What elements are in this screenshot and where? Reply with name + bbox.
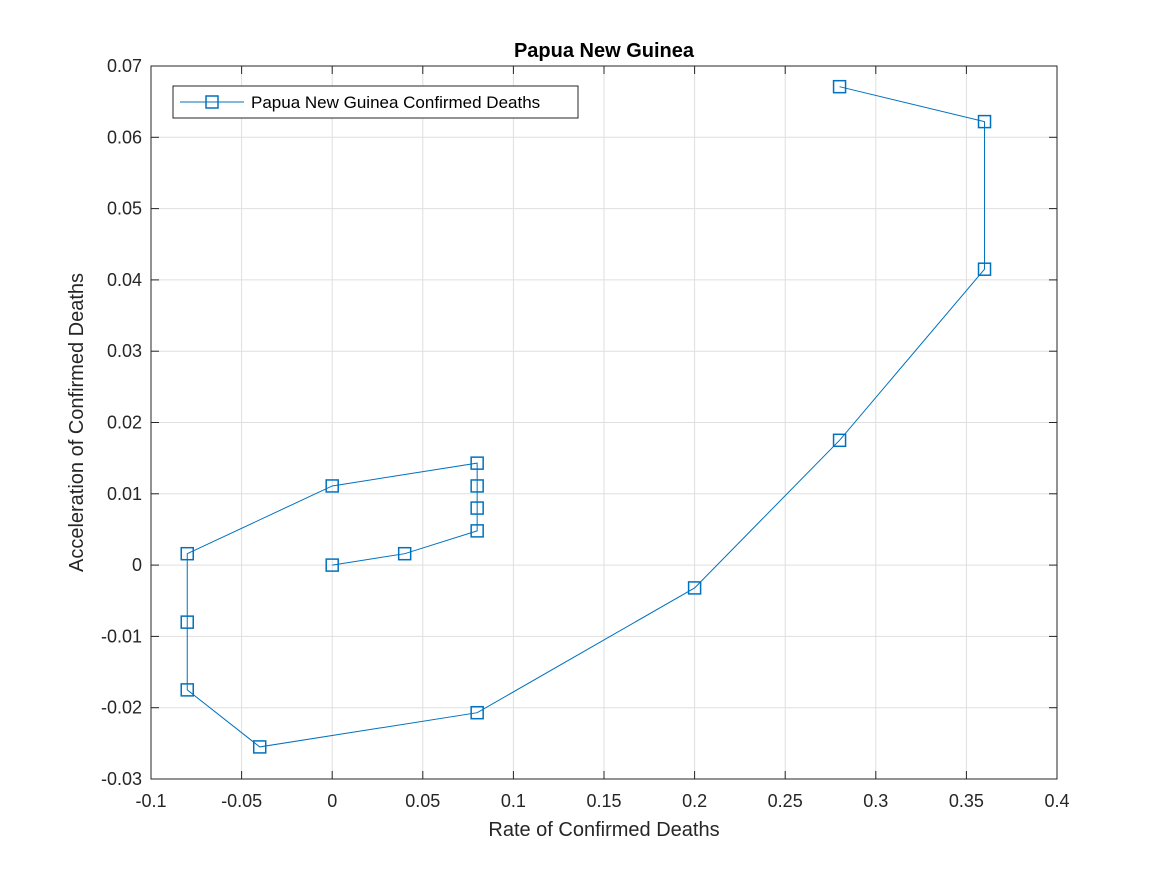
data-point-marker: [252, 740, 267, 754]
data-point-marker: [470, 705, 484, 720]
y-tick-label: 0.02: [107, 413, 142, 433]
data-point-marker: [687, 581, 702, 595]
data-point-marker: [180, 683, 194, 697]
x-tick-label: -0.1: [135, 791, 166, 811]
y-tick-label: 0: [132, 555, 142, 575]
data-point-marker: [325, 479, 339, 493]
y-axis-label: Acceleration of Confirmed Deaths: [66, 273, 88, 572]
x-tick-label: -0.05: [221, 791, 262, 811]
y-tick-label: 0.07: [107, 56, 142, 76]
x-tick-label: 0.05: [405, 791, 440, 811]
y-tick-label: 0.01: [107, 484, 142, 504]
data-point-marker: [470, 479, 484, 493]
data-point-marker: [832, 433, 847, 448]
series-line: [186, 86, 986, 748]
series-layer: [180, 79, 992, 754]
legend: Papua New Guinea Confirmed Deaths: [172, 85, 579, 119]
x-tick-label: 0: [327, 791, 337, 811]
x-axis-label: Rate of Confirmed Deaths: [488, 819, 719, 841]
data-point-marker: [180, 546, 194, 561]
data-point-marker: [470, 501, 484, 515]
y-tick-label: 0.03: [107, 341, 142, 361]
legend-entry-label: Papua New Guinea Confirmed Deaths: [251, 93, 540, 112]
x-tick-label: 0.1: [501, 791, 526, 811]
x-tick-label: 0.15: [586, 791, 621, 811]
data-point-marker: [977, 262, 992, 276]
ticks: [150, 65, 1058, 780]
data-point-marker: [470, 456, 484, 470]
y-tick-label: -0.01: [101, 626, 142, 646]
x-tick-labels: -0.1 -0.05 0 0.05 0.1 0.15 0.2 0.25 0.3 0.35 0.4: [135, 791, 1069, 811]
data-point-marker: [977, 114, 992, 129]
x-tick-label: 0.4: [1044, 791, 1069, 811]
y-tick-label: 0.05: [107, 199, 142, 219]
x-tick-label: 0.3: [863, 791, 888, 811]
x-tick-label: 0.2: [682, 791, 707, 811]
data-point-marker: [180, 615, 194, 629]
y-tick-label: 0.04: [107, 270, 142, 290]
y-tick-label: -0.02: [101, 698, 142, 718]
chart-title: Papua New Guinea: [514, 40, 695, 62]
x-tick-label: 0.25: [768, 791, 803, 811]
x-tick-label: 0.35: [949, 791, 984, 811]
data-point-marker: [470, 524, 484, 538]
y-tick-labels: -0.03 -0.02 -0.01 0 0.01 0.02 0.03 0.04 0.05 0.06…: [101, 56, 142, 789]
data-point-marker: [397, 546, 412, 561]
y-tick-label: 0.06: [107, 127, 142, 147]
legend-marker: [205, 95, 219, 109]
data-point-marker: [325, 558, 339, 572]
data-point-marker: [832, 79, 847, 94]
y-tick-label: -0.03: [101, 769, 142, 789]
